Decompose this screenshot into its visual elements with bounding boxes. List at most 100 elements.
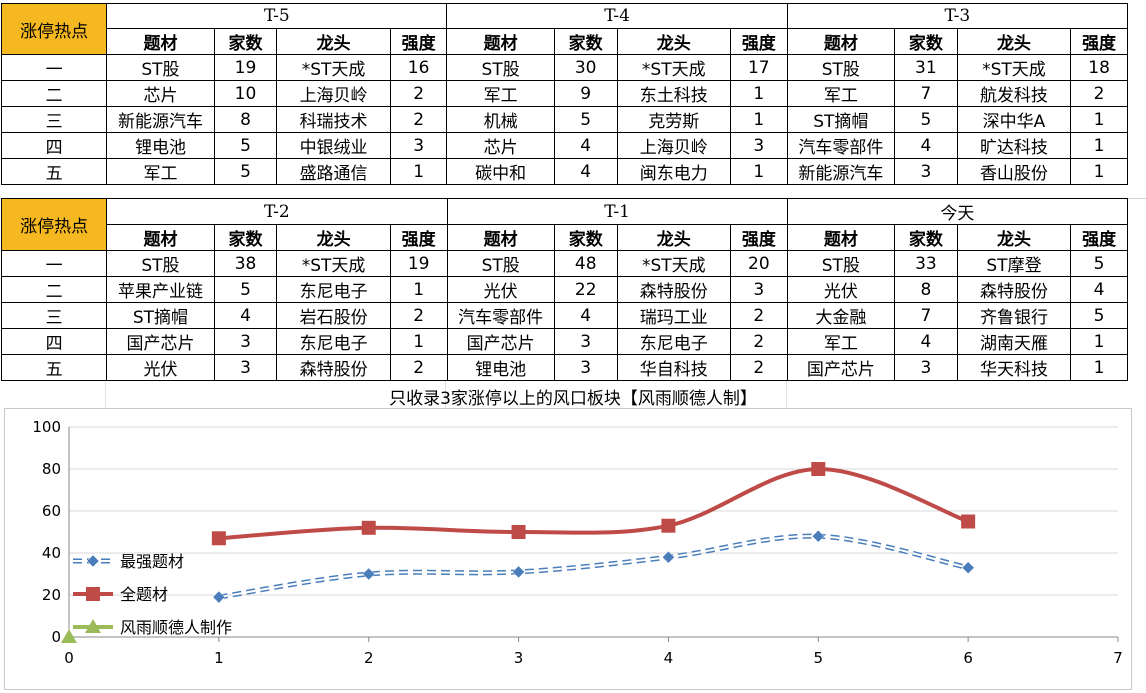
leader-cell[interactable]: 东尼电子 xyxy=(276,276,391,303)
leader-cell[interactable]: 华自科技 xyxy=(616,354,731,381)
strength-cell[interactable]: 1 xyxy=(1070,158,1128,185)
leader-cell[interactable]: 科瑞技术 xyxy=(276,106,391,133)
header-theme: 题材 xyxy=(786,28,895,55)
theme-cell: 锂电池 xyxy=(106,132,215,159)
leader-cell[interactable]: 华天科技 xyxy=(956,354,1072,381)
header-strength: 强度 xyxy=(729,224,788,251)
y-tick-label: 0 xyxy=(51,628,61,646)
leader-cell[interactable]: 旷达科技 xyxy=(956,132,1072,159)
rank-cell: 三 xyxy=(0,106,108,133)
strength-cell[interactable]: 3 xyxy=(729,132,788,159)
strength-cell[interactable]: 1 xyxy=(729,158,788,185)
strength-cell[interactable]: 1 xyxy=(1070,354,1128,381)
strength-cell[interactable]: 17 xyxy=(729,54,788,81)
legend-marker xyxy=(85,619,101,633)
hot-topics-table-top: 涨停热点 T-5 T-4 T-3 题材 家数 龙头 强度 题材 家数 龙头 强度 题材 家数 龙头 强度一 ST… xyxy=(0,3,1129,185)
strength-cell[interactable]: 1 xyxy=(389,276,448,303)
leader-cell[interactable]: 瑞玛工业 xyxy=(616,302,731,329)
leader-cell[interactable]: *ST天成 xyxy=(276,250,391,277)
strength-cell[interactable]: 3 xyxy=(389,132,448,159)
rank-cell: 四 xyxy=(0,132,108,159)
theme-cell: ST摘帽 xyxy=(106,302,215,329)
leader-cell[interactable]: 上海贝岭 xyxy=(616,132,731,159)
leader-cell[interactable]: 航发科技 xyxy=(956,80,1072,107)
series-1-point xyxy=(811,462,826,476)
hot-topics-table-bottom: 涨停热点 T-2 T-1 今天 题材 家数 龙头 强度 题材 家数 龙头 强度 题材 家数 龙头 强度一 ST股… xyxy=(0,198,1129,381)
header-theme: 题材 xyxy=(446,224,555,251)
strength-cell[interactable]: 3 xyxy=(729,276,788,303)
leader-cell[interactable]: 上海贝岭 xyxy=(276,80,391,107)
count-cell: 8 xyxy=(213,106,278,133)
strength-cell[interactable]: 1 xyxy=(1070,328,1128,355)
theme-cell: 芯片 xyxy=(106,80,215,107)
leader-cell[interactable]: 闽东电力 xyxy=(616,158,731,185)
theme-cell: ST股 xyxy=(786,250,896,277)
series-1-point xyxy=(511,525,526,539)
strength-cell[interactable]: 1 xyxy=(389,158,448,185)
leader-cell[interactable]: 香山股份 xyxy=(956,158,1072,185)
strength-cell[interactable]: 1 xyxy=(1070,106,1128,133)
table-row: 三 ST摘帽 4 岩石股份 2 汽车零部件 4 瑞玛工业 2 大金融 7 齐鲁银行 5 xyxy=(0,302,1128,329)
leader-cell[interactable]: 森特股份 xyxy=(616,276,731,303)
leader-cell[interactable]: 东尼电子 xyxy=(616,328,731,355)
count-cell: 4 xyxy=(553,132,618,159)
legend-label: 最强题材 xyxy=(120,552,184,571)
strength-cell[interactable]: 2 xyxy=(389,354,448,381)
strength-cell[interactable]: 2 xyxy=(729,302,788,329)
strength-cell[interactable]: 2 xyxy=(389,106,448,133)
strength-cell[interactable]: 20 xyxy=(729,250,788,277)
header-strength: 强度 xyxy=(389,224,448,251)
strength-cell[interactable]: 2 xyxy=(1070,80,1128,107)
strength-cell[interactable]: 16 xyxy=(389,54,448,81)
leader-cell[interactable]: 森特股份 xyxy=(276,354,391,381)
strength-cell[interactable]: 1 xyxy=(389,328,448,355)
strength-cell[interactable]: 2 xyxy=(729,354,788,381)
leader-cell[interactable]: 东土科技 xyxy=(616,80,731,107)
rank-cell: 二 xyxy=(0,80,108,107)
series-0-point xyxy=(512,565,525,579)
strength-cell[interactable]: 5 xyxy=(1070,250,1128,277)
leader-cell[interactable]: 深中华A xyxy=(956,106,1072,133)
leader-cell[interactable]: 盛路通信 xyxy=(276,158,391,185)
strength-cell[interactable]: 1 xyxy=(729,106,788,133)
table-row: 五军工 5 盛路通信 1 碳中和 4 闽东电力 1 新能源汽车 3 香山股份 1 xyxy=(0,158,1128,185)
header-count: 家数 xyxy=(553,224,618,251)
strength-cell[interactable]: 1 xyxy=(1070,132,1128,159)
count-cell: 4 xyxy=(553,302,618,329)
strength-cell[interactable]: 19 xyxy=(389,250,448,277)
count-cell: 8 xyxy=(894,276,958,303)
leader-cell[interactable]: 齐鲁银行 xyxy=(956,302,1072,329)
leader-cell[interactable]: 中银绒业 xyxy=(276,132,391,159)
count-cell: 3 xyxy=(553,328,618,355)
leader-cell[interactable]: 森特股份 xyxy=(956,276,1072,303)
strength-cell[interactable]: 4 xyxy=(1070,276,1128,303)
leader-cell[interactable]: ST摩登 xyxy=(956,250,1072,277)
count-cell: 19 xyxy=(213,54,278,81)
count-cell: 4 xyxy=(553,158,618,185)
leader-cell[interactable]: 克劳斯 xyxy=(616,106,731,133)
header-leader: 龙头 xyxy=(276,28,391,55)
leader-cell[interactable]: *ST天成 xyxy=(616,250,731,277)
strength-cell[interactable]: 2 xyxy=(389,302,448,329)
theme-cell: 新能源汽车 xyxy=(786,158,895,185)
strength-cell[interactable]: 5 xyxy=(1070,302,1128,329)
series-1-point xyxy=(661,518,676,533)
strength-cell[interactable]: 1 xyxy=(729,80,788,107)
count-cell: 10 xyxy=(213,80,278,107)
theme-cell: 碳中和 xyxy=(446,158,555,185)
header-leader: 龙头 xyxy=(956,224,1072,251)
leader-cell[interactable]: *ST天成 xyxy=(956,54,1072,81)
strength-cell[interactable]: 2 xyxy=(389,80,448,107)
leader-cell[interactable]: *ST天成 xyxy=(276,54,391,81)
strength-cell[interactable]: 18 xyxy=(1070,54,1128,81)
table-row: 一 ST股 19 *ST天成 16 ST股 30 *ST天成 17 ST股 31 *ST天成 18 xyxy=(0,54,1128,81)
strength-cell[interactable]: 2 xyxy=(729,328,788,355)
hot-topics-label: 涨停热点 xyxy=(0,198,108,251)
leader-cell[interactable]: 岩石股份 xyxy=(276,302,391,329)
leader-cell[interactable]: 东尼电子 xyxy=(276,328,391,355)
rank-cell: 四 xyxy=(0,328,108,355)
chart-area[interactable]: 0 20 40 60 80 100 0 1 2 3 4 5 6 7 最强题材 全题材 风雨顺德人制作 xyxy=(4,408,1132,690)
rank-cell: 三 xyxy=(0,302,108,329)
leader-cell[interactable]: *ST天成 xyxy=(616,54,731,81)
leader-cell[interactable]: 湖南天雁 xyxy=(956,328,1072,355)
